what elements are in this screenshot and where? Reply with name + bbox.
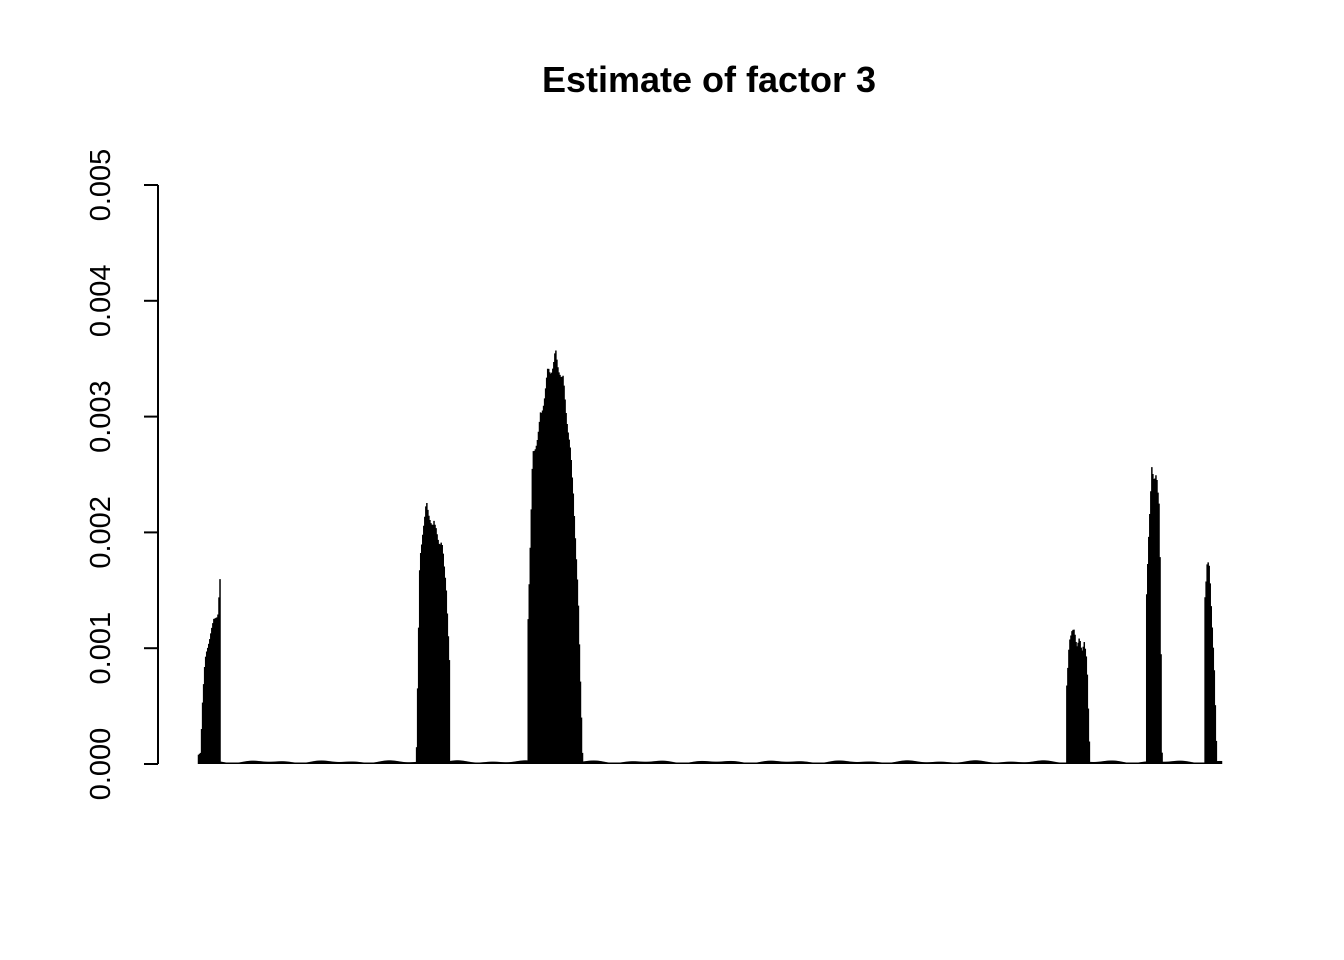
y-ticks-group: 0.000 0.001 0.002 0.003 0.004 0.005 [85, 149, 158, 801]
y-tick-label: 0.005 [85, 149, 117, 222]
y-tick-label: 0.000 [85, 728, 117, 801]
bars-group [197, 350, 1223, 764]
y-tick-label: 0.003 [85, 380, 117, 453]
y-tick-label: 0.001 [85, 612, 117, 685]
y-tick-label: 0.004 [85, 265, 117, 338]
y-tick-label: 0.002 [85, 496, 117, 569]
chart-title: Estimate of factor 3 [542, 59, 876, 100]
